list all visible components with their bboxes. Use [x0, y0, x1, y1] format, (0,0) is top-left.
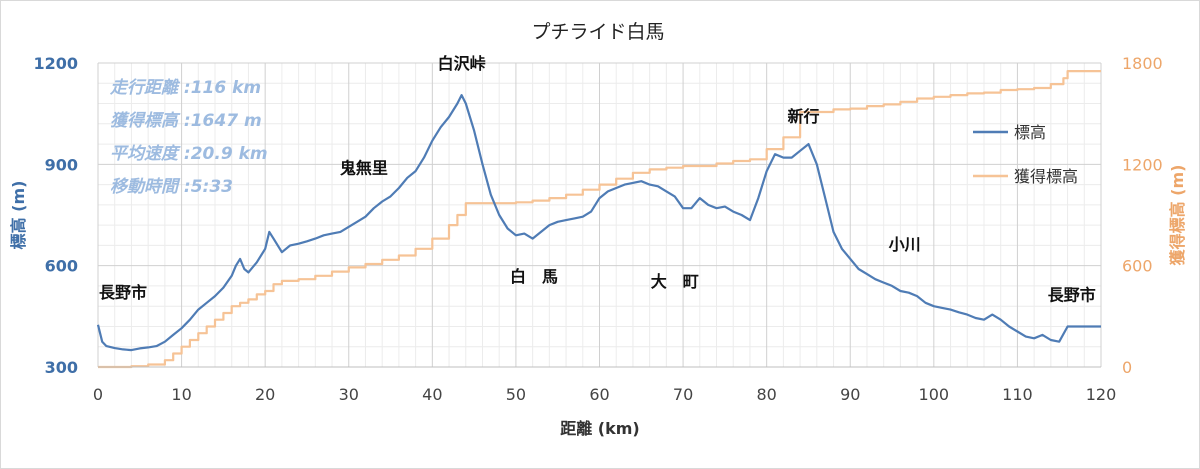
ride-stats: 走行距離 :116 km 獲得標高 :1647 m 平均速度 :20.9 km … [109, 78, 268, 197]
x-tick-label: 40 [422, 385, 442, 404]
stat-elevation-gain: 獲得標高 :1647 m [110, 111, 262, 131]
y-right-tick-label: 1200 [1122, 155, 1163, 174]
y-left-tick-label: 300 [45, 358, 78, 377]
y-right-tick-label: 0 [1122, 358, 1132, 377]
place-annotation: 白 馬 [510, 267, 558, 286]
legend-label-gain: 獲得標高 [1014, 167, 1078, 186]
stat-moving-time: 移動時間 :5:33 [110, 177, 233, 197]
y-left-tick-label: 600 [45, 257, 78, 276]
series-line-elevation [96, 94, 1101, 352]
place-annotation: 鬼無里 [340, 158, 388, 177]
place-annotation: 小川 [889, 235, 921, 254]
y-axis-left-label: 標高 (m) [9, 181, 28, 250]
series-layer [96, 70, 1101, 369]
x-tick-label: 80 [756, 385, 776, 404]
series-line-gain [98, 70, 1101, 369]
axes-layer: 0 10 20 30 40 50 60 70 80 90 100 110 120 300 600 900 120… [33, 54, 1162, 404]
x-axis-label: 距離 (km) [560, 419, 640, 438]
stat-distance: 走行距離 :116 km [109, 78, 261, 98]
x-tick-label: 120 [1086, 385, 1117, 404]
chart-title: プチライド白馬 [531, 21, 664, 43]
x-tick-label: 10 [171, 385, 191, 404]
x-tick-label: 30 [339, 385, 359, 404]
x-tick-label: 110 [1002, 385, 1033, 404]
y-left-tick-label: 900 [45, 155, 78, 174]
place-annotation: 白沢峠 [438, 54, 486, 73]
legend-label-elevation: 標高 [1014, 123, 1046, 142]
x-tick-label: 20 [255, 385, 275, 404]
x-tick-label: 90 [840, 385, 860, 404]
stat-average-speed: 平均速度 :20.9 km [110, 144, 268, 164]
x-tick-label: 0 [93, 385, 103, 404]
place-annotation: 新行 [787, 107, 819, 126]
y-axis-right-label: 獲得標高 (m) [1168, 165, 1187, 266]
place-annotation: 長野市 [1048, 285, 1096, 304]
y-right-tick-label: 1800 [1122, 54, 1163, 73]
y-right-tick-label: 600 [1122, 257, 1153, 276]
place-annotation: 大 町 [651, 272, 699, 291]
x-tick-label: 50 [506, 385, 526, 404]
x-tick-label: 60 [589, 385, 609, 404]
x-tick-label: 70 [673, 385, 693, 404]
place-annotation: 長野市 [99, 283, 147, 302]
y-left-tick-label: 1200 [33, 54, 78, 73]
x-tick-label: 100 [919, 385, 950, 404]
legend: 標高 獲得標高 [973, 123, 1078, 186]
